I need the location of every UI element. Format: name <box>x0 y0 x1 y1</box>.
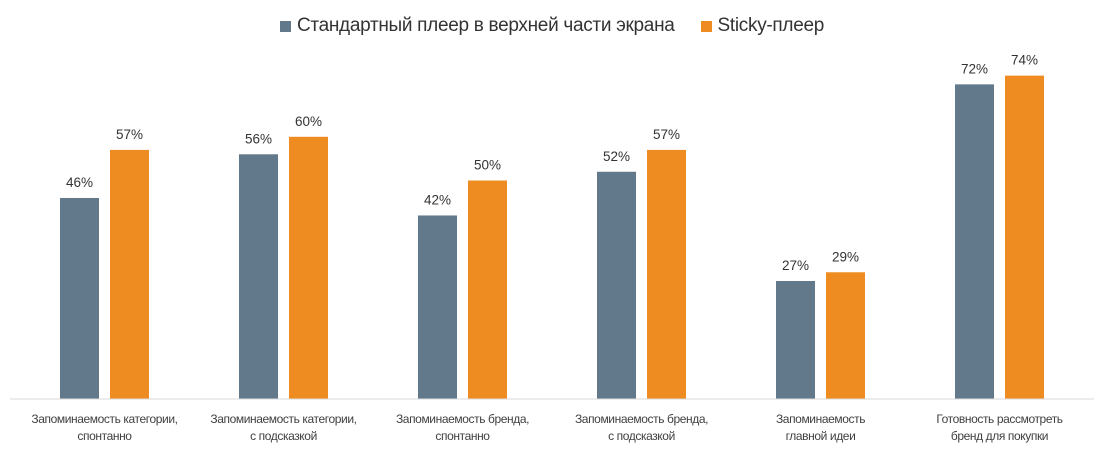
bar-series1-cat2 <box>239 154 278 399</box>
category-label-4-line2: с подсказкой <box>608 429 675 443</box>
legend-label-standard-player: Стандартный плеер в верхней части экрана <box>296 15 675 36</box>
bar-series1-cat1 <box>60 197 99 399</box>
data-label-series2-cat2: 60% <box>295 114 322 129</box>
bar-series2-cat6 <box>1005 75 1044 400</box>
bar-series1-cat3 <box>418 215 457 399</box>
bar-series2-cat1 <box>110 149 149 399</box>
category-label-5-line2: главной идеи <box>786 429 856 443</box>
data-label-series2-cat6: 74% <box>1011 53 1038 68</box>
category-label-5-line1: Запоминаемость <box>776 412 865 426</box>
bar-series2-cat2 <box>289 136 328 400</box>
category-label-6-line1: Готовность рассмотреть <box>936 412 1062 426</box>
labels-layer: 46% 57% Запоминаемость категории, спонтанно… <box>31 53 1063 443</box>
bar-series1-cat6 <box>955 84 994 400</box>
chart-legend: Стандартный плеер в верхней части экрана… <box>0 13 1104 39</box>
legend-item-standard-player: Стандартный плеер в верхней части экрана <box>279 15 675 37</box>
data-label-series2-cat4: 57% <box>653 127 680 142</box>
bar-series1-cat4 <box>597 171 636 399</box>
legend-swatch-sticky-player <box>700 20 712 32</box>
bar-series1-cat5 <box>776 281 815 399</box>
category-label-4-line1: Запоминаемость бренда, <box>575 412 708 426</box>
legend-item-sticky-player: Sticky-плеер <box>700 15 825 37</box>
bar-series2-cat4 <box>647 149 686 399</box>
data-label-series2-cat5: 29% <box>832 249 859 264</box>
bars-layer <box>60 75 1044 400</box>
data-label-series1-cat1: 46% <box>66 175 93 190</box>
category-label-1-line2: спонтанно <box>77 429 132 443</box>
data-label-series1-cat3: 42% <box>424 192 451 207</box>
category-label-2-line2: с подсказкой <box>250 429 317 443</box>
data-label-series1-cat6: 72% <box>961 61 988 76</box>
legend-swatch-standard-player <box>279 20 291 32</box>
data-label-series2-cat3: 50% <box>474 158 501 173</box>
data-label-series1-cat5: 27% <box>782 258 809 273</box>
data-label-series2-cat1: 57% <box>116 127 143 142</box>
category-label-3-line2: спонтанно <box>435 429 490 443</box>
bar-series2-cat5 <box>826 272 865 399</box>
data-label-series1-cat2: 56% <box>245 131 272 146</box>
bar-series2-cat3 <box>468 180 507 399</box>
data-label-series1-cat4: 52% <box>603 149 630 164</box>
category-label-3-line1: Запоминаемость бренда, <box>396 412 529 426</box>
category-label-1-line1: Запоминаемость категории, <box>31 412 177 426</box>
legend-label-sticky-player: Sticky-плеер <box>717 15 825 36</box>
category-label-6-line2: бренд для покупки <box>951 429 1048 443</box>
category-label-2-line1: Запоминаемость категории, <box>210 412 356 426</box>
